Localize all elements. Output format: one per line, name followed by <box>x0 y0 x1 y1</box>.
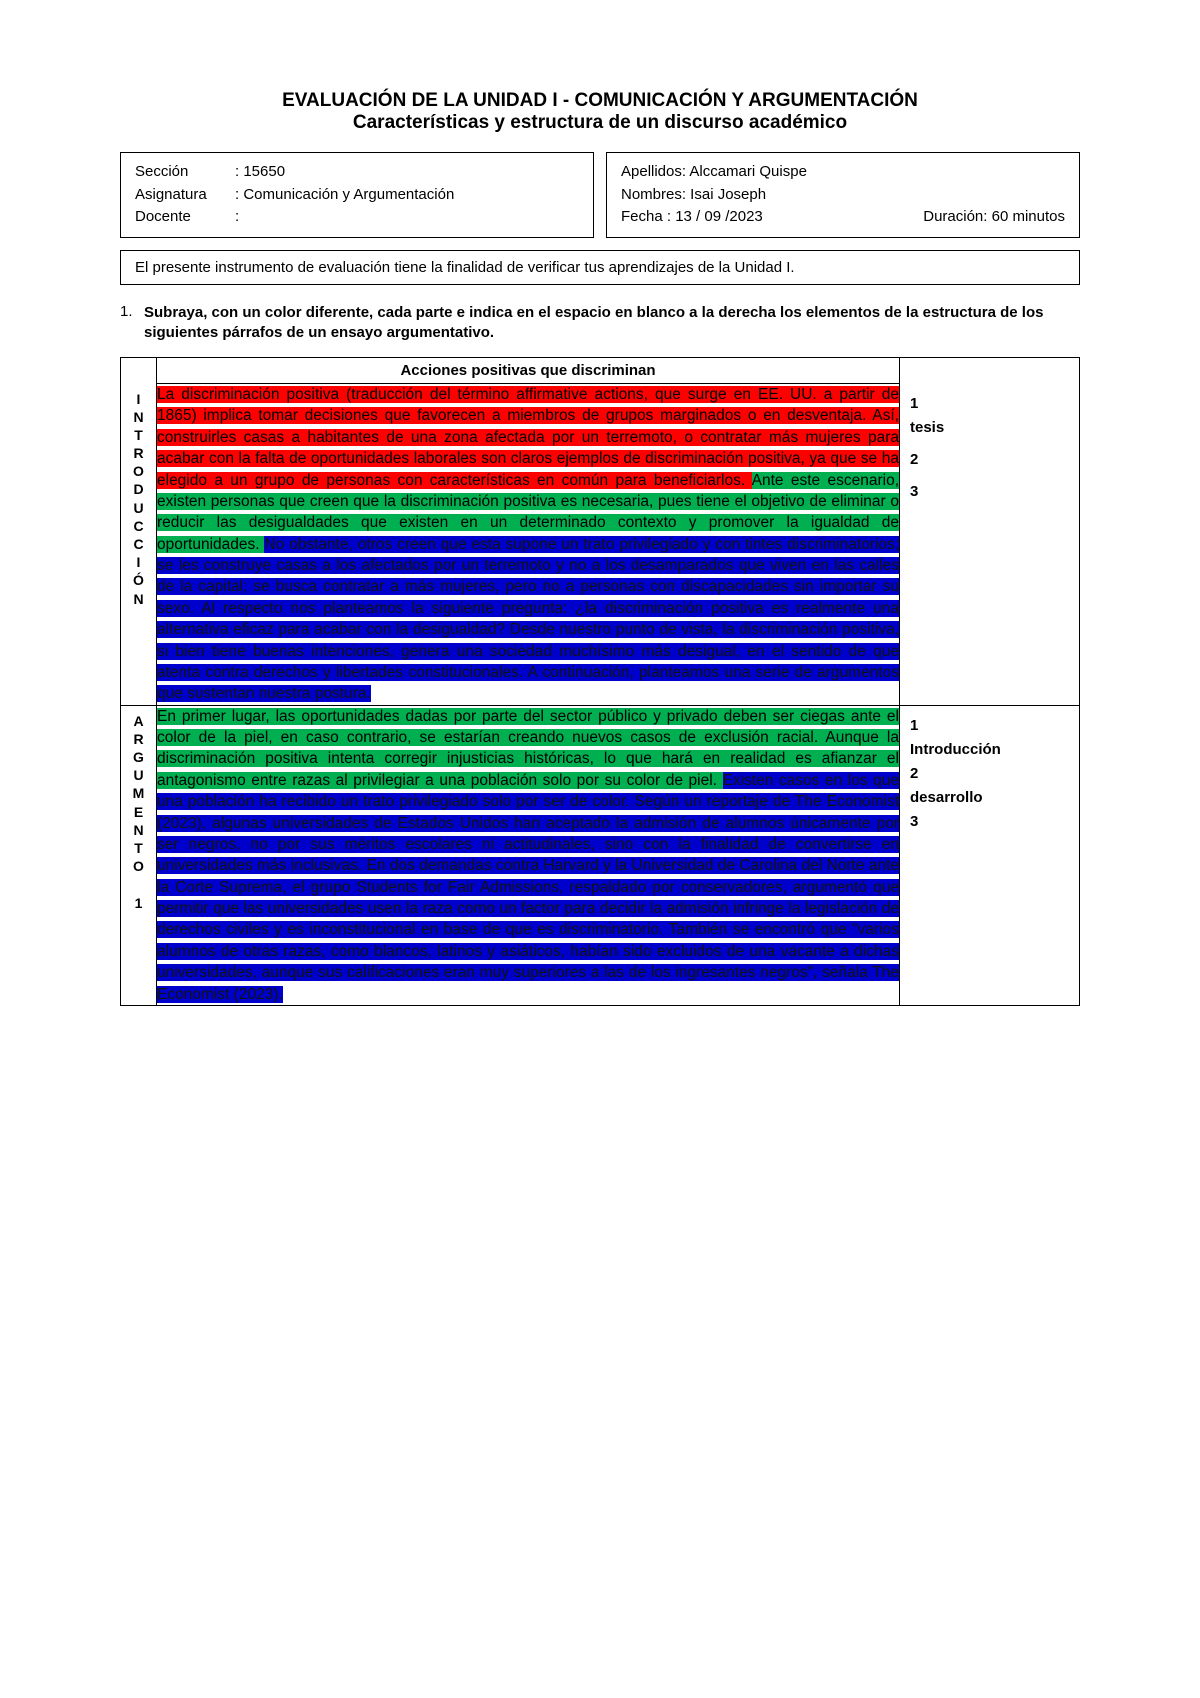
title-line1: EVALUACIÓN DE LA UNIDAD I - COMUNICACIÓN… <box>120 90 1080 112</box>
info-row: Sección : 15650 Asignatura : Comunicació… <box>120 152 1080 238</box>
asignatura-value: : Comunicación y Argumentación <box>235 184 579 207</box>
intro-box: El presente instrumento de evaluación ti… <box>120 250 1080 285</box>
note: 2 <box>910 762 1069 786</box>
title-block: EVALUACIÓN DE LA UNIDAD I - COMUNICACIÓN… <box>120 90 1080 134</box>
fecha: Fecha : 13 / 09 /2023 <box>621 206 763 229</box>
note: tesis <box>910 416 1069 440</box>
nombres: Nombres: Isai Joseph <box>621 184 1065 207</box>
arg1-notes: 1 Introducción 2 desarrollo 3 <box>900 705 1080 1005</box>
docente-value: : <box>235 206 579 229</box>
question-block: 1. Subraya, con un color diferente, cada… <box>120 303 1080 344</box>
left-info-box: Sección : 15650 Asignatura : Comunicació… <box>120 152 594 238</box>
question-text: Subraya, con un color diferente, cada pa… <box>144 303 1080 344</box>
intro-blue-segment: No obstante, otros creen que esta supone… <box>157 536 899 703</box>
note: 1 <box>910 392 1069 416</box>
note: Introducción <box>910 738 1069 762</box>
arg1-blue-segment: Existen casos en los que una población h… <box>157 772 899 1003</box>
docente-label: Docente <box>135 206 235 229</box>
asignatura-label: Asignatura <box>135 184 235 207</box>
intro-text: El presente instrumento de evaluación ti… <box>135 259 795 276</box>
apellidos: Apellidos: Alccamari Quispe <box>621 161 1065 184</box>
intro-paragraph-cell: La discriminación positiva (traducción d… <box>157 384 900 706</box>
duracion: Duración: 60 minutos <box>923 206 1065 229</box>
side-label-intro: INTRODUCCIÓN <box>121 384 157 706</box>
right-info-box: Apellidos: Alccamari Quispe Nombres: Isa… <box>606 152 1080 238</box>
side-label-arg1: ARGUMENTO 1 <box>121 705 157 1005</box>
note: desarrollo <box>910 786 1069 810</box>
title-line2: Características y estructura de un discu… <box>120 112 1080 134</box>
table-header: Acciones positivas que discriminan <box>157 358 900 384</box>
right-spacer <box>900 358 1080 384</box>
note: 2 <box>910 448 1069 472</box>
main-table: Acciones positivas que discriminan INTRO… <box>120 357 1080 1006</box>
question-number: 1. <box>120 303 136 344</box>
side-spacer <box>121 358 157 384</box>
note: 3 <box>910 810 1069 834</box>
note: 3 <box>910 480 1069 504</box>
arg1-paragraph-cell: En primer lugar, las oportunidades dadas… <box>157 705 900 1005</box>
seccion-value: : 15650 <box>235 161 579 184</box>
intro-notes: 1 tesis 2 3 <box>900 384 1080 706</box>
seccion-label: Sección <box>135 161 235 184</box>
note: 1 <box>910 714 1069 738</box>
